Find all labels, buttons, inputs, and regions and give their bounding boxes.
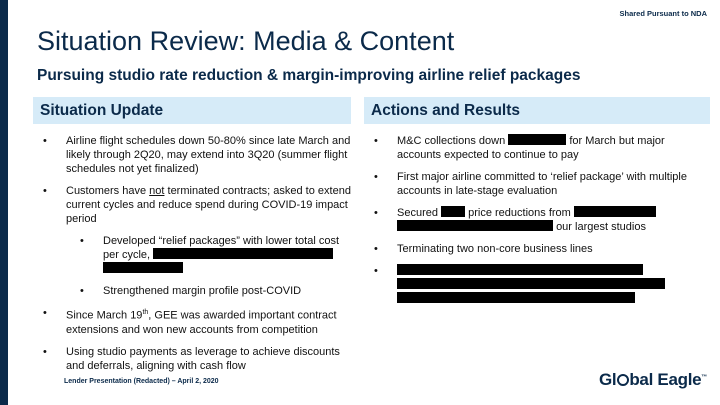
redaction-block	[441, 206, 466, 217]
bullet-dot: •	[374, 207, 378, 219]
bullet-text: First major airline committed to ‘relief…	[397, 171, 687, 197]
bullet-dot: •	[374, 243, 378, 255]
logo-text-post: bal Eagle	[629, 370, 702, 389]
bullet-text: Using studio payments as leverage to ach…	[66, 345, 340, 372]
bullet-terminating-lines: • Terminating two non-core business line…	[364, 242, 710, 256]
bullet-first-airline: • First major airline committed to ‘reli…	[364, 170, 710, 198]
bullet-collections: • M&C collections down for March but maj…	[364, 134, 710, 162]
bullet-price-reductions: • Secured price reductions from our larg…	[364, 206, 710, 234]
actions-results-heading: Actions and Results	[364, 97, 710, 124]
bullet-customers: • Customers have not terminated contract…	[33, 184, 351, 226]
redaction-block	[397, 264, 643, 275]
global-eagle-logo: Gl bal Eagle™	[599, 370, 707, 390]
nda-label: Shared Pursuant to NDA	[619, 9, 707, 18]
bullet-redacted: •	[364, 264, 710, 306]
bullet-text: Terminating two non-core business lines	[397, 243, 593, 255]
logo-text-pre: Gl	[598, 370, 617, 389]
bullet-text: Strengthened margin profile post-COVID	[103, 285, 302, 297]
bullet-text-pre: Secured	[397, 207, 438, 219]
redaction-block	[153, 248, 334, 259]
bullet-text-mid: price reductions from	[468, 207, 571, 219]
bullet-dot: •	[43, 135, 47, 147]
bullet-text-post: , GEE was awarded important contract ext…	[66, 309, 337, 336]
situation-update-heading: Situation Update	[33, 97, 351, 124]
bullet-dot: •	[374, 135, 378, 147]
bullet-dot: •	[43, 345, 47, 358]
situation-update-column: • Airline flight schedules down 50-80% s…	[33, 134, 351, 381]
bullet-studio-payments: • Using studio payments as leverage to a…	[33, 345, 351, 373]
actions-results-column: • M&C collections down for March but maj…	[364, 134, 710, 314]
bullet-dot: •	[80, 285, 84, 297]
bullet-text-pre: M&C collections down	[397, 135, 506, 147]
bullet-text-post: our largest studios	[556, 221, 646, 233]
subbullet-relief-packages: • Developed “relief packages” with lower…	[33, 234, 351, 276]
bullet-dot: •	[80, 235, 84, 247]
bullet-text-sup: th	[142, 309, 149, 316]
bullet-text-post: terminated contracts; asked to extend cu…	[66, 185, 351, 225]
redaction-block	[103, 262, 183, 273]
bullet-text-pre: Customers have	[66, 185, 150, 197]
bullet-dot: •	[374, 265, 378, 277]
subbullet-margin-profile: • Strengthened margin profile post-COVID	[33, 284, 351, 298]
redaction-block	[397, 278, 665, 289]
bullet-flight-schedules: • Airline flight schedules down 50-80% s…	[33, 134, 351, 176]
redaction-block	[397, 220, 553, 231]
logo-trademark: ™	[701, 374, 707, 381]
bullet-text-not: not	[149, 185, 165, 197]
footer-text: Lender Presentation (Redacted) – April 2…	[64, 378, 219, 385]
redaction-block	[508, 134, 567, 145]
bullet-dot: •	[43, 185, 47, 197]
bullet-text-pre: Since March 19	[66, 309, 143, 322]
logo-globe-icon	[616, 374, 629, 386]
bullet-text: Developed “relief packages” with lower t…	[103, 235, 340, 261]
bullet-text-post: for March but major accounts expected to…	[397, 135, 665, 161]
redaction-block	[573, 206, 656, 217]
bullet-gee-awarded: • Since March 19th, GEE was awarded impo…	[33, 306, 351, 337]
slide-title: Situation Review: Media & Content	[37, 26, 455, 56]
left-accent-bar	[0, 0, 8, 405]
slide-subtitle: Pursuing studio rate reduction & margin-…	[37, 67, 581, 84]
bullet-dot: •	[43, 307, 47, 319]
bullet-dot: •	[374, 171, 378, 183]
bullet-text: Airline flight schedules down 50-80% sin…	[66, 135, 351, 175]
redaction-block	[397, 292, 635, 303]
